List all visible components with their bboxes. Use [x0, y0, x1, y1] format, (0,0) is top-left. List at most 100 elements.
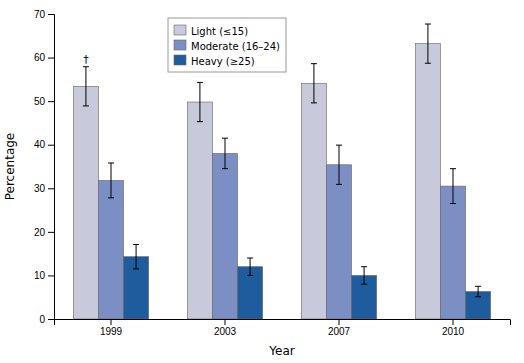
error-cap — [108, 197, 114, 198]
legend-box — [168, 18, 286, 72]
tick: 2003 — [214, 319, 237, 337]
error-cap — [450, 168, 456, 169]
x-axis: 1999 2003 2007 2010 — [55, 319, 511, 337]
error-cap — [336, 145, 342, 146]
error-line — [199, 82, 200, 121]
legend-label: Heavy (≥25) — [191, 56, 255, 67]
error-bar — [222, 138, 228, 169]
axis-line — [48, 15, 55, 320]
legend-swatch — [174, 40, 186, 50]
tick: 40 — [34, 139, 54, 150]
bar — [98, 180, 123, 319]
tick: 30 — [34, 183, 54, 194]
error-cap — [425, 63, 431, 64]
error-cap — [475, 286, 481, 287]
tick-mark — [48, 319, 54, 320]
bar — [73, 86, 98, 319]
legend-item: Moderate (16–24) — [174, 40, 280, 52]
error-cap — [222, 138, 228, 139]
error-cap — [336, 184, 342, 185]
tick-mark — [225, 319, 226, 325]
error-cap — [222, 168, 228, 169]
error-bar — [133, 244, 139, 268]
tick: 70 — [34, 9, 54, 20]
legend-item: Heavy (≥25) — [174, 55, 255, 67]
error-bar — [197, 82, 203, 121]
tick-label: 2007 — [328, 326, 351, 337]
tick-label: 1999 — [100, 326, 123, 337]
error-bar — [336, 145, 342, 184]
error-cap — [311, 102, 317, 103]
tick-mark — [48, 145, 54, 146]
bar — [440, 186, 465, 319]
bar — [415, 44, 440, 319]
series — [98, 138, 465, 319]
tick-label: 2003 — [214, 326, 237, 337]
tick-label: 0 — [39, 314, 45, 325]
tick: 10 — [34, 270, 54, 281]
tick-mark — [48, 232, 54, 233]
error-line — [427, 24, 428, 63]
tick-label: 30 — [34, 183, 46, 194]
error-line — [364, 267, 365, 284]
tick-mark — [48, 101, 54, 102]
error-cap — [425, 24, 431, 25]
bar — [187, 102, 212, 319]
legend-swatch — [174, 55, 186, 65]
error-cap — [133, 244, 139, 245]
error-line — [478, 286, 479, 296]
error-cap — [133, 268, 139, 269]
tick-label: 50 — [34, 96, 46, 107]
tick-mark — [48, 188, 54, 189]
error-cap — [450, 203, 456, 204]
error-cap — [361, 284, 367, 285]
error-cap — [475, 296, 481, 297]
plot: 0 10 20 30 40 50 60 70 1999 2003 2007 2010 † Light (≤… — [34, 9, 511, 337]
tick-label: 60 — [34, 52, 46, 63]
tick-mark — [339, 319, 340, 325]
tick-mark — [48, 275, 54, 276]
x-axis-title: Year — [268, 344, 294, 358]
tick: 0 — [39, 314, 54, 325]
error-line — [250, 258, 251, 275]
tick-mark — [111, 319, 112, 325]
tick-label: 70 — [34, 9, 46, 20]
bar — [326, 165, 351, 319]
tick-mark — [48, 58, 54, 59]
tick-mark — [48, 14, 54, 15]
error-cap — [83, 66, 89, 67]
tick-label: 10 — [34, 270, 46, 281]
annotation: † — [83, 53, 89, 66]
error-bar — [361, 267, 367, 284]
error-cap — [247, 275, 253, 276]
error-bar — [475, 286, 481, 296]
error-cap — [83, 105, 89, 106]
error-bar — [311, 64, 317, 103]
error-line — [339, 145, 340, 184]
error-cap — [197, 121, 203, 122]
error-bar — [425, 24, 431, 63]
legend-label: Moderate (16–24) — [191, 41, 280, 52]
chart: 0 10 20 30 40 50 60 70 1999 2003 2007 2010 † Light (≤… — [0, 0, 524, 363]
legend-item: Light (≤15) — [174, 25, 248, 37]
error-line — [136, 244, 137, 268]
y-axis: 0 10 20 30 40 50 60 70 — [34, 9, 55, 325]
axis-line — [55, 320, 511, 326]
error-bar — [247, 258, 253, 275]
error-line — [111, 163, 112, 198]
bar — [301, 83, 326, 319]
error-line — [85, 67, 86, 106]
error-bar — [108, 163, 114, 198]
tick: 50 — [34, 96, 54, 107]
bar — [212, 153, 237, 319]
error-bar — [450, 169, 456, 204]
tick-label: 20 — [34, 227, 46, 238]
error-bar — [83, 67, 89, 106]
tick-mark — [453, 319, 454, 325]
error-line — [225, 138, 226, 169]
tick-label: 2010 — [442, 326, 465, 337]
error-cap — [197, 82, 203, 83]
y-axis-title: Percentage — [3, 133, 17, 201]
series — [124, 244, 491, 319]
tick-label: 40 — [34, 139, 46, 150]
